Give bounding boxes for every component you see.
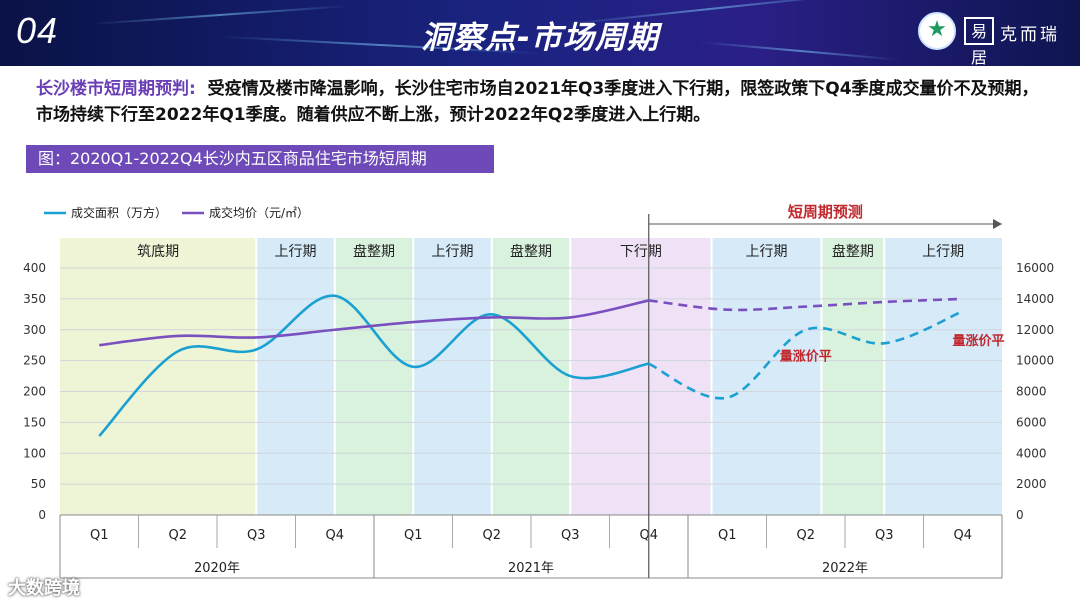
- legend-label: 成交均价（元/㎡）: [209, 205, 309, 220]
- intro-body: 受疫情及楼市降温影响，长沙住宅市场自2021年Q3季度进入下行期，限签政策下Q4…: [36, 79, 1039, 125]
- y-right-tick-label: 12000: [1016, 323, 1054, 337]
- y-right-tick-label: 10000: [1016, 354, 1054, 368]
- y-left-tick-label: 0: [38, 508, 46, 522]
- y-right-tick-label: 4000: [1016, 446, 1047, 460]
- phase-band: [821, 238, 885, 515]
- x-tick-label: Q1: [718, 528, 737, 543]
- y-left-tick-label: 400: [23, 261, 46, 275]
- phase-label: 下行期: [620, 244, 662, 260]
- y-left-tick-label: 300: [23, 323, 46, 337]
- x-tick-label: Q4: [953, 528, 972, 543]
- chart-annotation: 量涨价平: [952, 334, 1004, 349]
- y-left-tick-label: 200: [23, 385, 46, 399]
- x-tick-label: Q2: [482, 528, 501, 543]
- x-tick-label: Q3: [247, 528, 266, 543]
- phase-label: 上行期: [922, 244, 964, 260]
- phase-band: [884, 238, 1002, 515]
- phase-band: [570, 238, 712, 515]
- y-right-tick-label: 2000: [1016, 477, 1047, 491]
- watermark: 大数跨境: [8, 578, 80, 599]
- y-left-tick-label: 50: [31, 477, 46, 491]
- y-left-tick-label: 100: [23, 446, 46, 460]
- phase-label: 盘整期: [353, 243, 395, 260]
- year-label: 2021年: [508, 561, 554, 576]
- phase-header: [60, 238, 257, 265]
- y-right-tick-label: 16000: [1016, 261, 1054, 275]
- series-line-actual: [98, 294, 650, 437]
- phase-header: [334, 238, 414, 265]
- forecast-label: 短周期预测: [788, 203, 863, 221]
- page-title: 洞察点-市场周期: [421, 20, 659, 56]
- phase-header: [570, 238, 712, 265]
- phase-header: [821, 238, 885, 265]
- phase-band: [491, 238, 571, 515]
- company-logo-icon: ★: [918, 12, 956, 50]
- y-right-tick-label: 6000: [1016, 415, 1047, 429]
- intro-lead: 长沙楼市短周期预判:: [36, 79, 196, 99]
- year-label: 2022年: [822, 561, 868, 576]
- phase-label: 上行期: [432, 244, 474, 260]
- section-number: 04: [16, 10, 59, 51]
- series-line-actual: [99, 299, 650, 347]
- year-label: 2020年: [194, 561, 240, 576]
- phase-band: [711, 238, 822, 515]
- legend-label: 成交面积（万方）: [71, 205, 167, 220]
- y-left-tick-label: 150: [23, 415, 46, 429]
- phase-header: [884, 238, 1002, 265]
- x-tick-label: Q3: [875, 528, 894, 543]
- x-tick-label: Q3: [561, 528, 580, 543]
- x-tick-label: Q1: [404, 528, 423, 543]
- phase-band: [60, 238, 257, 515]
- phase-header: [491, 238, 571, 265]
- intro-paragraph: 长沙楼市短周期预判: 受疫情及楼市降温影响，长沙住宅市场自2021年Q3季度进入…: [36, 76, 1046, 128]
- y-right-tick-label: 8000: [1016, 385, 1047, 399]
- phase-label: 上行期: [746, 244, 788, 260]
- phase-band: [334, 238, 414, 515]
- y-right-tick-label: 0: [1016, 508, 1024, 522]
- x-tick-label: Q1: [90, 528, 109, 543]
- forecast-arrowhead: [993, 219, 1002, 229]
- x-tick-label: Q2: [796, 528, 815, 543]
- phase-band: [256, 238, 335, 515]
- chart-annotation: 量涨价平: [780, 350, 832, 365]
- header-banner: 04 洞察点-市场周期 ★ 易居 克而瑞: [0, 0, 1080, 66]
- phase-band: [413, 238, 492, 515]
- phase-header: [256, 238, 335, 265]
- phase-label: 筑底期: [137, 244, 179, 260]
- y-left-tick-label: 350: [23, 292, 46, 306]
- series-line-forecast: [648, 310, 964, 400]
- brand-name: 克而瑞: [1000, 25, 1060, 45]
- phase-label: 盘整期: [510, 243, 552, 260]
- phase-label: 上行期: [275, 244, 317, 260]
- phase-header: [711, 238, 822, 265]
- phase-header: [413, 238, 492, 265]
- y-left-tick-label: 250: [23, 354, 46, 368]
- phase-label: 盘整期: [832, 243, 874, 260]
- y-right-tick-label: 14000: [1016, 292, 1054, 306]
- figure-title: 图：2020Q1-2022Q4长沙内五区商品住宅市场短周期: [26, 145, 494, 173]
- x-tick-label: Q2: [168, 528, 187, 543]
- series-line-forecast: [648, 297, 963, 312]
- brand-mark-logo: 易居: [964, 17, 994, 66]
- x-tick-label: Q4: [325, 528, 344, 543]
